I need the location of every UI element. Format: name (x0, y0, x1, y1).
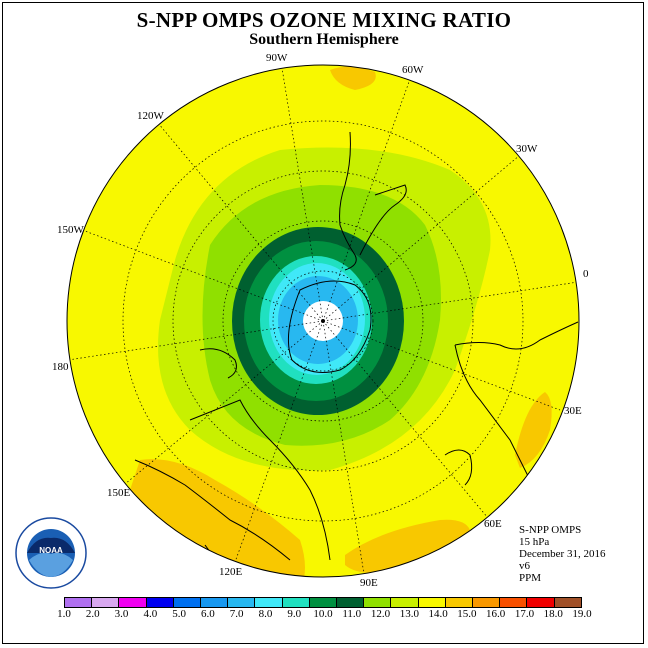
colorbar-swatch (364, 598, 392, 607)
colorbar-swatch (201, 598, 229, 607)
patch-right (515, 392, 552, 468)
colorbar-tick-label: 7.0 (229, 608, 244, 620)
colorbar-tick-label: 9.0 (287, 608, 302, 620)
colorbar-tick-label: 5.0 (172, 608, 186, 620)
colorbar (64, 597, 582, 608)
info-instrument: S-NPP OMPS (519, 524, 582, 536)
colorbar-tick-label: 12.0 (370, 608, 391, 620)
lon-label-150e: 150E (107, 487, 131, 499)
colorbar-swatch (173, 598, 202, 607)
info-block: S-NPP OMPS 15 hPa December 31, 2016 v6 P… (519, 524, 605, 584)
lon-label-60w: 60W (402, 64, 424, 76)
colorbar-tick-label: 15.0 (457, 608, 477, 620)
graticule (67, 67, 579, 575)
lon-label-60e: 60E (484, 518, 502, 530)
colorbar-swatch (337, 598, 365, 607)
map-border (66, 64, 580, 578)
colorbar-tick-label: 16.0 (486, 608, 506, 620)
lon-label-90e: 90E (360, 577, 378, 589)
noaa-logo-text: NOAA (39, 546, 63, 555)
colorbar-swatch (65, 598, 93, 607)
info-date: December 31, 2016 (519, 548, 606, 560)
patch-top (330, 66, 376, 90)
page-subtitle: Southern Hemisphere (249, 31, 399, 48)
lon-label-0: 0 (583, 268, 589, 280)
page-title: S-NPP OMPS OZONE MIXING RATIO (136, 8, 512, 32)
colorbar-swatch (282, 598, 310, 607)
colorbar-tick-label: 13.0 (399, 608, 419, 620)
colorbar-swatch (418, 598, 446, 607)
colorbar-tick-label: 10.0 (313, 608, 333, 620)
colorbar-swatch (445, 598, 474, 607)
lon-label-90w: 90W (266, 52, 288, 64)
lon-label-30e: 30E (564, 405, 582, 417)
info-version: v6 (519, 560, 530, 572)
colorbar-tick-label: 11.0 (342, 608, 362, 620)
info-level: 15 hPa (519, 536, 550, 548)
colorbar-tick-label: 6.0 (201, 608, 215, 620)
lon-label-30w: 30W (516, 143, 538, 155)
colorbar-swatch (500, 598, 528, 607)
colorbar-tick-label: 19.0 (572, 608, 592, 620)
colorbar-swatch (391, 598, 419, 607)
colorbar-swatch (255, 598, 283, 607)
colorbar-swatch (309, 598, 338, 607)
colorbar-tick-label: 8.0 (258, 608, 273, 620)
colorbar-tick-label: 4.0 (143, 608, 158, 620)
colorbar-swatch (527, 598, 555, 607)
lon-label-150w: 150W (57, 224, 84, 236)
lon-label-120w: 120W (137, 110, 164, 122)
colorbar-tick-label: 17.0 (514, 608, 535, 620)
patch-bottom (345, 519, 470, 574)
noaa-logo: NOAA (15, 517, 87, 589)
colorbar-tick-label: 2.0 (85, 608, 100, 620)
colorbar-tick-label: 14.0 (428, 608, 448, 620)
colorbar-tick-label: 1.0 (57, 608, 71, 620)
colorbar-swatch (92, 598, 120, 607)
colorbar-swatch (473, 598, 501, 607)
colorbar-tick-label: 18.0 (543, 608, 563, 620)
lon-label-120e: 120E (219, 566, 243, 578)
colorbar-swatch (228, 598, 256, 607)
colorbar-tick-label: 3.0 (114, 608, 129, 620)
colorbar-swatch (554, 598, 581, 607)
colorbar-swatch (119, 598, 147, 607)
info-units: PPM (519, 572, 542, 584)
south-pole-marker (321, 319, 325, 323)
colorbar-swatch (146, 598, 174, 607)
lon-label-180: 180 (52, 361, 69, 373)
